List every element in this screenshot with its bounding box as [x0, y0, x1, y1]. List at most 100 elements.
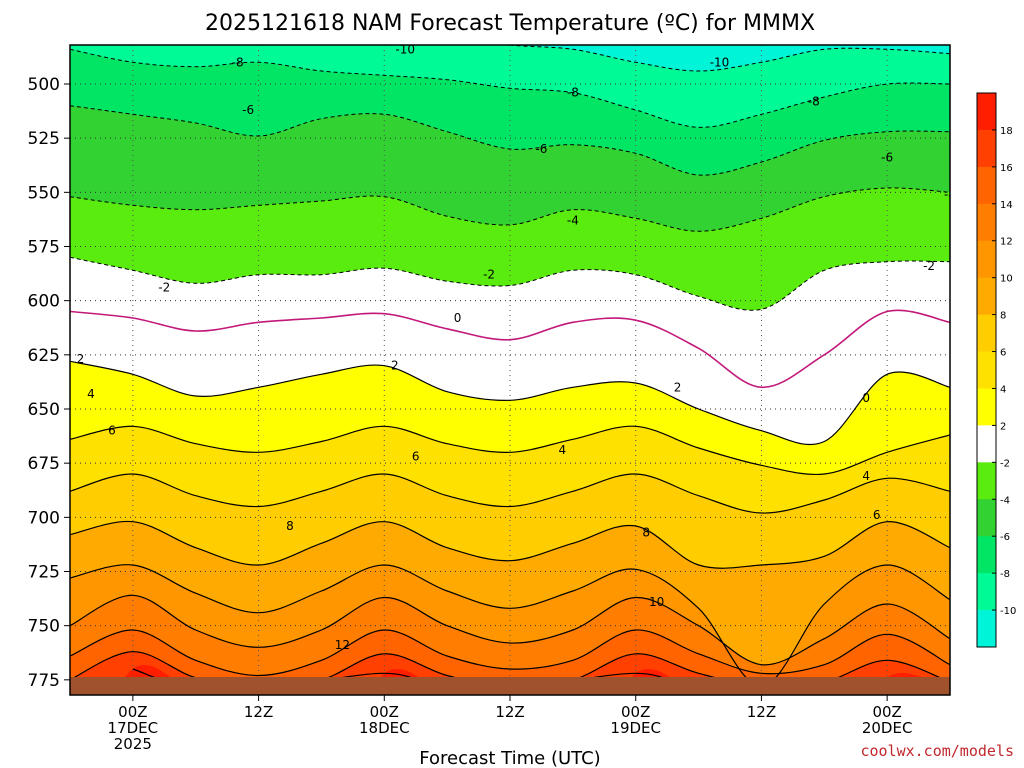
contour-label-10: -2 — [158, 281, 170, 295]
colorbar-frame — [976, 92, 997, 648]
colorbar-swatch-13 — [977, 573, 996, 611]
colorbar-tick-label-4: 10 — [1000, 274, 1013, 285]
chart-title: 2025121618 NAM Forecast Temperature (ºC)… — [205, 11, 815, 36]
x-tick-label-54-1: 19DEC — [610, 719, 661, 737]
y-tick-label-525: 525 — [28, 129, 60, 149]
isotherm--2 — [70, 256, 950, 311]
x-tick-label-6-1: 17DEC — [108, 719, 159, 737]
colorbar-swatch-4 — [977, 240, 996, 279]
colorbar-swatch-3 — [977, 203, 996, 242]
isotherm--4 — [70, 187, 950, 232]
contour-label-16: 2 — [391, 359, 399, 373]
colorbar-swatch-5 — [977, 277, 996, 316]
isotherm-14 — [70, 629, 950, 677]
ground-terrain — [70, 677, 950, 695]
colorbar-tick-label-11: -6 — [1000, 532, 1010, 543]
x-tick-label-30-1: 18DEC — [359, 719, 410, 737]
colorbar-swatch-10 — [977, 462, 996, 500]
contour-label-21: 6 — [108, 424, 116, 438]
colorbar-tick-label-8: 2 — [1000, 421, 1006, 432]
colorbar-swatch-11 — [977, 499, 996, 537]
x-tick-label-54-0: 00Z — [621, 703, 650, 721]
colorbar-swatch-1 — [977, 129, 996, 168]
x-tick-label-6-0: 00Z — [118, 703, 147, 721]
contour-label-22: 6 — [412, 450, 420, 464]
colorbar-tick-label-6: 6 — [1000, 348, 1006, 359]
isotherm-10 — [70, 564, 950, 687]
temperature-fills — [70, 45, 950, 695]
y-tick-label-700: 700 — [28, 508, 60, 528]
x-tick-label-30-0: 00Z — [370, 703, 399, 721]
colorbar-tick-label-12: -8 — [1000, 569, 1010, 580]
colorbar-tick-label-9: -2 — [1000, 458, 1010, 469]
contour-label-5: -6 — [242, 103, 254, 117]
y-tick-label-750: 750 — [28, 617, 60, 637]
colorbar-swatch-7 — [977, 351, 996, 389]
colorbar-swatch-2 — [977, 166, 996, 205]
colorbar-tick-label-1: 16 — [1000, 163, 1013, 174]
y-tick-label-675: 675 — [28, 454, 60, 474]
isotherm--6 — [70, 105, 950, 176]
contour-label-26: 10 — [649, 595, 664, 609]
isotherm-8 — [70, 520, 950, 569]
isotherm-4 — [70, 425, 950, 476]
contour-label-3: -8 — [567, 86, 579, 100]
colorbar-swatch-12 — [977, 536, 996, 574]
contour-label-1: -10 — [710, 55, 730, 69]
colorbar-tick-label-0: 18 — [1000, 126, 1013, 137]
isotherm--8 — [70, 48, 950, 128]
isotherm-2 — [70, 360, 950, 446]
contour-label-17: 2 — [674, 380, 682, 394]
contour-label-25: 8 — [642, 526, 650, 540]
y-tick-label-500: 500 — [28, 75, 60, 95]
y-tick-label-625: 625 — [28, 346, 60, 366]
isotherm-0 — [70, 309, 950, 389]
x-tick-label-42-0: 12Z — [495, 703, 524, 721]
x-axis-label: Forecast Time (UTC) — [419, 748, 600, 768]
contour-label-27: 12 — [335, 638, 350, 652]
x-tick-label-66-0: 12Z — [747, 703, 776, 721]
contour-label-14: 0 — [862, 391, 870, 405]
y-tick-label-725: 725 — [28, 563, 60, 583]
x-tick-label-78-1: 20DEC — [862, 719, 913, 737]
y-tick-label-575: 575 — [28, 238, 60, 258]
contour-label-9: -4 — [944, 188, 956, 202]
contour-label-23: 6 — [873, 508, 881, 522]
colorbar: 18 16 14 12 10 8 6 4 2 -2 -4 -6 -8 -10 — [976, 92, 1016, 648]
plot-area: -10 -10 -8 -8 -8 -6 -6 -6 -4 -4 -2 -2 -2 0 0 2 2 2 4 4 4 6 6 6 8… — [70, 42, 956, 695]
isotherm-6 — [70, 473, 950, 514]
y-tick-label-550: 550 — [28, 183, 60, 203]
contour-label-11: -2 — [483, 268, 495, 282]
contour-label-12: -2 — [923, 259, 935, 273]
x-tick-label-18-0: 12Z — [244, 703, 273, 721]
y-axis: 500 525 550 575 600 625 650 675 700 725 750 775 — [28, 75, 70, 691]
contour-label-2: -8 — [232, 55, 244, 69]
colorbar-tick-label-3: 12 — [1000, 237, 1013, 248]
colorbar-swatch-9 — [977, 425, 996, 463]
colorbar-swatch-6 — [977, 314, 996, 353]
contour-label-15: 2 — [77, 352, 85, 366]
colorbar-tick-label-2: 14 — [1000, 200, 1013, 211]
x-tick-label-6-2: 2025 — [114, 735, 152, 753]
isotherm--10 — [505, 45, 950, 72]
contour-label-20: 4 — [862, 469, 870, 483]
contour-label-18: 4 — [87, 387, 95, 401]
colorbar-swatch-0 — [977, 93, 996, 131]
contour-label-0: -10 — [395, 42, 415, 56]
y-tick-label-650: 650 — [28, 400, 60, 420]
colorbar-tick-label-10: -4 — [1000, 495, 1010, 506]
colorbar-tick-label-5: 8 — [1000, 311, 1006, 322]
contour-label-4: -8 — [808, 94, 820, 108]
isotherm-12 — [70, 594, 950, 666]
contour-label-24: 8 — [286, 519, 294, 533]
y-tick-label-775: 775 — [28, 671, 60, 691]
contour-label-13: 0 — [454, 311, 462, 325]
y-tick-label-600: 600 — [28, 292, 60, 312]
colorbar-tick-label-13: -10 — [1000, 606, 1016, 617]
contour-label-19: 4 — [559, 443, 567, 457]
contour-label-7: -6 — [881, 151, 893, 165]
contour-labels: -10 -10 -8 -8 -8 -6 -6 -6 -4 -4 -2 -2 -2 0 0 2 2 2 4 4 4 6 6 6 8… — [77, 42, 956, 652]
contour-label-8: -4 — [567, 214, 579, 228]
